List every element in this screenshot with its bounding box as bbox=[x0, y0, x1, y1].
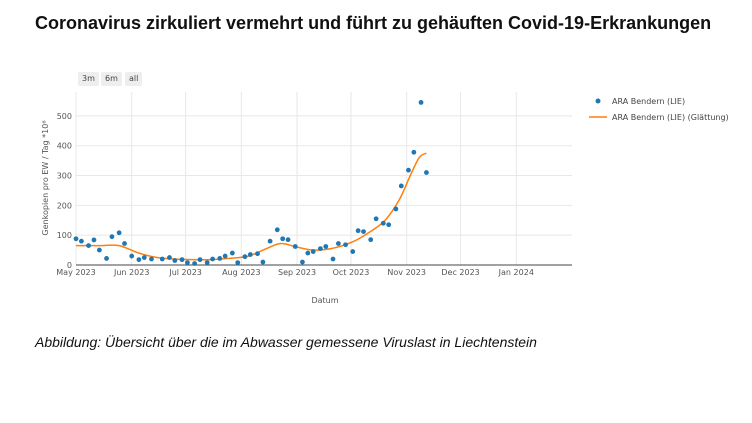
data-point bbox=[330, 256, 336, 262]
data-point bbox=[222, 253, 228, 259]
y-tick-label: 300 bbox=[57, 172, 72, 181]
data-point bbox=[242, 254, 248, 260]
data-point bbox=[343, 242, 348, 248]
data-point bbox=[129, 253, 135, 259]
figure-caption: Abbildung: Übersicht über die im Abwasse… bbox=[35, 334, 537, 350]
data-point bbox=[292, 244, 298, 249]
x-tick-label: Aug 2023 bbox=[222, 268, 261, 277]
data-point bbox=[386, 222, 392, 228]
x-tick-label: Jan 2024 bbox=[498, 268, 534, 277]
data-point bbox=[204, 260, 210, 266]
range-button-all[interactable]: all bbox=[125, 72, 143, 86]
data-point bbox=[159, 256, 165, 262]
data-point bbox=[141, 255, 147, 260]
data-point bbox=[229, 250, 235, 256]
data-point bbox=[368, 237, 374, 243]
x-tick-label: Nov 2023 bbox=[387, 268, 426, 277]
y-tick-label: 500 bbox=[57, 112, 72, 121]
data-point bbox=[350, 249, 356, 254]
data-point bbox=[274, 227, 280, 233]
data-point bbox=[260, 259, 266, 265]
x-tick-label: Dec 2023 bbox=[441, 268, 479, 277]
x-tick-label: May 2023 bbox=[56, 268, 95, 277]
x-axis-label: Datum bbox=[311, 296, 338, 305]
range-button-3m[interactable]: 3m bbox=[78, 72, 99, 86]
data-point bbox=[235, 260, 241, 266]
data-point bbox=[280, 236, 286, 242]
y-tick-label: 400 bbox=[57, 142, 72, 151]
data-point bbox=[373, 216, 379, 222]
data-point bbox=[335, 241, 341, 246]
axis-layer: 0 100 200 300 400 500 May 2023 Jun 2023 Jul 2023… bbox=[56, 112, 572, 277]
data-point bbox=[73, 236, 79, 242]
data-point bbox=[255, 251, 260, 257]
y-tick-label: 100 bbox=[57, 231, 72, 240]
data-point bbox=[217, 256, 223, 261]
data-point bbox=[192, 261, 198, 266]
x-tick-label: Jul 2023 bbox=[168, 268, 202, 277]
legend[interactable]: ARA Bendern (LIE) ARA Bendern (LIE) (Glä… bbox=[589, 97, 729, 122]
range-button-6m[interactable]: 6m bbox=[101, 72, 122, 86]
data-point bbox=[149, 256, 154, 262]
y-tick-label: 200 bbox=[57, 201, 72, 210]
data-point bbox=[210, 256, 215, 262]
data-point bbox=[109, 234, 115, 240]
data-point bbox=[418, 100, 424, 105]
data-point bbox=[398, 183, 404, 189]
grid-layer bbox=[75, 92, 572, 265]
chart-area: 0 100 200 300 400 500 May 2023 Jun 2023 Jul 2023… bbox=[41, 92, 729, 305]
x-tick-label: Oct 2023 bbox=[333, 268, 370, 277]
x-tick-label: Jun 2023 bbox=[113, 268, 149, 277]
data-point bbox=[197, 257, 203, 263]
data-point bbox=[91, 237, 97, 243]
legend-label-points: ARA Bendern (LIE) bbox=[612, 97, 685, 106]
data-point bbox=[122, 241, 127, 246]
data-point bbox=[361, 229, 366, 234]
legend-label-smooth: ARA Bendern (LIE) (Glättung) bbox=[612, 113, 729, 122]
data-point bbox=[285, 237, 291, 243]
y-tick-label: 0 bbox=[67, 261, 72, 270]
data-point bbox=[96, 247, 102, 253]
smoothing-line bbox=[75, 152, 427, 261]
data-point bbox=[136, 257, 142, 263]
data-point bbox=[380, 220, 386, 226]
data-point bbox=[300, 259, 305, 265]
data-point bbox=[406, 167, 411, 173]
data-point bbox=[86, 243, 91, 249]
data-point bbox=[424, 170, 429, 175]
data-point bbox=[172, 258, 178, 263]
data-point bbox=[411, 149, 417, 155]
page-title: Coronavirus zirkuliert vermehrt und führ… bbox=[35, 13, 712, 33]
legend-marker-points bbox=[595, 98, 601, 104]
data-point bbox=[167, 255, 172, 260]
data-point bbox=[355, 228, 361, 234]
data-point bbox=[267, 238, 273, 244]
data-point bbox=[104, 256, 109, 261]
data-point bbox=[185, 260, 190, 266]
data-layer bbox=[73, 100, 429, 266]
x-tick-label: Sep 2023 bbox=[278, 268, 316, 277]
data-point bbox=[78, 238, 84, 244]
data-point bbox=[305, 250, 311, 256]
data-point bbox=[247, 252, 253, 257]
y-axis-label: Genkopien pro EW / Tag *10⁶ bbox=[41, 120, 50, 235]
data-point bbox=[393, 206, 399, 212]
data-point bbox=[179, 257, 185, 263]
data-point bbox=[318, 246, 323, 251]
data-point bbox=[116, 230, 122, 236]
data-point bbox=[323, 244, 329, 249]
data-point bbox=[310, 249, 316, 254]
